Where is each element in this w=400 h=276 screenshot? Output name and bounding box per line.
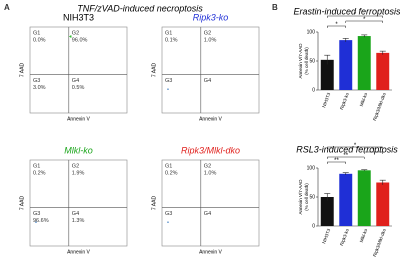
y-axis-label: Annexin V/7-AAD — [298, 179, 303, 215]
significance-bracket — [327, 161, 346, 164]
quadrant-label: 0.0% — [33, 37, 46, 43]
x-axis-label: Annexin V — [199, 116, 222, 122]
x-tick-label: Mlkl-ko — [359, 92, 369, 108]
x-axis-label: Annexin V — [67, 249, 90, 255]
quadrant-label: 1.0% — [204, 170, 217, 176]
significance-bracket — [327, 146, 383, 149]
plot-title: NIH3T3 — [63, 12, 94, 22]
significance-label: ** — [334, 158, 339, 164]
bar — [320, 197, 334, 226]
x-tick-label: NIH3T3 — [321, 92, 331, 109]
y-axis-label: Annexin V/7-AAD — [298, 43, 303, 79]
quadrant-label: G3 — [165, 211, 172, 217]
significance-label: * — [372, 148, 375, 154]
significance-label: * — [354, 12, 357, 18]
quadrant-label: G3 — [33, 211, 40, 217]
quadrant-label: 1.0% — [204, 37, 217, 43]
quadrant-label: 0.5% — [72, 85, 85, 91]
quadrant-label: 3.0% — [33, 85, 46, 91]
significance-label: * — [354, 143, 357, 149]
quadrant-label: G1 — [165, 30, 172, 36]
panel-title: TNF/zVAD-induced necroptosis — [77, 3, 203, 13]
bar — [357, 36, 371, 90]
bar — [339, 40, 353, 90]
x-axis-label: Annexin V — [199, 249, 222, 255]
significance-bracket — [327, 25, 346, 28]
quadrant-label: G2 — [72, 163, 79, 169]
significance-label: * — [335, 22, 338, 28]
quadrant-label: G4 — [204, 211, 211, 217]
event-dot — [167, 221, 169, 223]
y-axis-label: 7 AAD — [151, 63, 157, 78]
plot-frame — [29, 26, 128, 114]
significance-label: * — [363, 17, 366, 23]
x-tick-label: Ripk3-ko — [339, 228, 350, 247]
quadrant-label: 96.0% — [72, 37, 88, 43]
y-tick-label: 100 — [307, 165, 316, 171]
y-axis-label: (% cell death) — [304, 47, 309, 75]
x-tick-label: Ripk3-ko — [339, 92, 350, 111]
plot-frame — [29, 159, 128, 247]
y-axis-label: 7 AAD — [151, 196, 157, 211]
panel-label: B — [272, 3, 278, 12]
y-tick-label: 0 — [312, 223, 315, 229]
y-axis-label: 7 AAD — [19, 196, 25, 211]
quadrant-label: G2 — [72, 30, 79, 36]
significance-bracket — [327, 156, 365, 159]
chart-title: Erastin-induced ferroptosis — [293, 6, 400, 16]
event-dot — [69, 35, 72, 38]
quadrant-label: 1.9% — [72, 170, 85, 176]
bar — [357, 170, 371, 226]
x-tick-label: NIH3T3 — [321, 228, 331, 245]
bar — [320, 59, 334, 90]
plot-title: Ripk3-ko — [193, 12, 229, 22]
chart-title: RSL3-induced ferroptosis — [296, 144, 398, 154]
quadrant-label: G2 — [204, 163, 211, 169]
quadrant-label: G4 — [72, 78, 79, 84]
y-tick-label: 0 — [312, 87, 315, 93]
event-dot — [167, 88, 169, 90]
significance-bracket — [364, 151, 383, 154]
x-tick-label: Mlkl-ko — [359, 228, 369, 244]
significance-label: ** — [343, 153, 348, 159]
quadrant-label: G1 — [33, 30, 40, 36]
quadrant-label: G3 — [165, 78, 172, 84]
event-dot — [35, 221, 37, 223]
quadrant-label: 0.2% — [165, 170, 178, 176]
bar — [339, 173, 353, 226]
quadrant-label: G1 — [165, 163, 172, 169]
significance-bracket — [327, 15, 383, 18]
quadrant-label: 96.6% — [33, 218, 49, 224]
bar — [376, 52, 390, 90]
quadrant-label: G4 — [204, 78, 211, 84]
y-tick-label: 50 — [309, 194, 315, 200]
quadrant-label: G3 — [33, 78, 40, 84]
plot-frame — [161, 26, 260, 114]
significance-bracket — [345, 20, 383, 23]
x-tick-label: Ripk3/Mlkl-dko — [372, 92, 387, 122]
x-axis-label: Annexin V — [67, 116, 90, 122]
quadrant-label: G1 — [33, 163, 40, 169]
quadrant-label: G2 — [204, 30, 211, 36]
x-tick-label: Ripk3/Mlkl-dko — [372, 228, 387, 258]
quadrant-label: G4 — [72, 211, 79, 217]
plot-title: Ripk3/Mlkl-dko — [181, 145, 240, 155]
quadrant-label: 1.3% — [72, 218, 85, 224]
y-tick-label: 100 — [307, 29, 316, 35]
y-tick-label: 50 — [309, 58, 315, 64]
bar — [376, 182, 390, 226]
plot-frame — [161, 159, 260, 247]
panel-label: A — [4, 3, 10, 12]
y-axis-label: 7 AAD — [19, 63, 25, 78]
y-axis-label: (% cell death) — [304, 183, 309, 211]
quadrant-label: 0.2% — [33, 170, 46, 176]
quadrant-label: 0.1% — [165, 37, 178, 43]
plot-title: Mlkl-ko — [64, 145, 93, 155]
